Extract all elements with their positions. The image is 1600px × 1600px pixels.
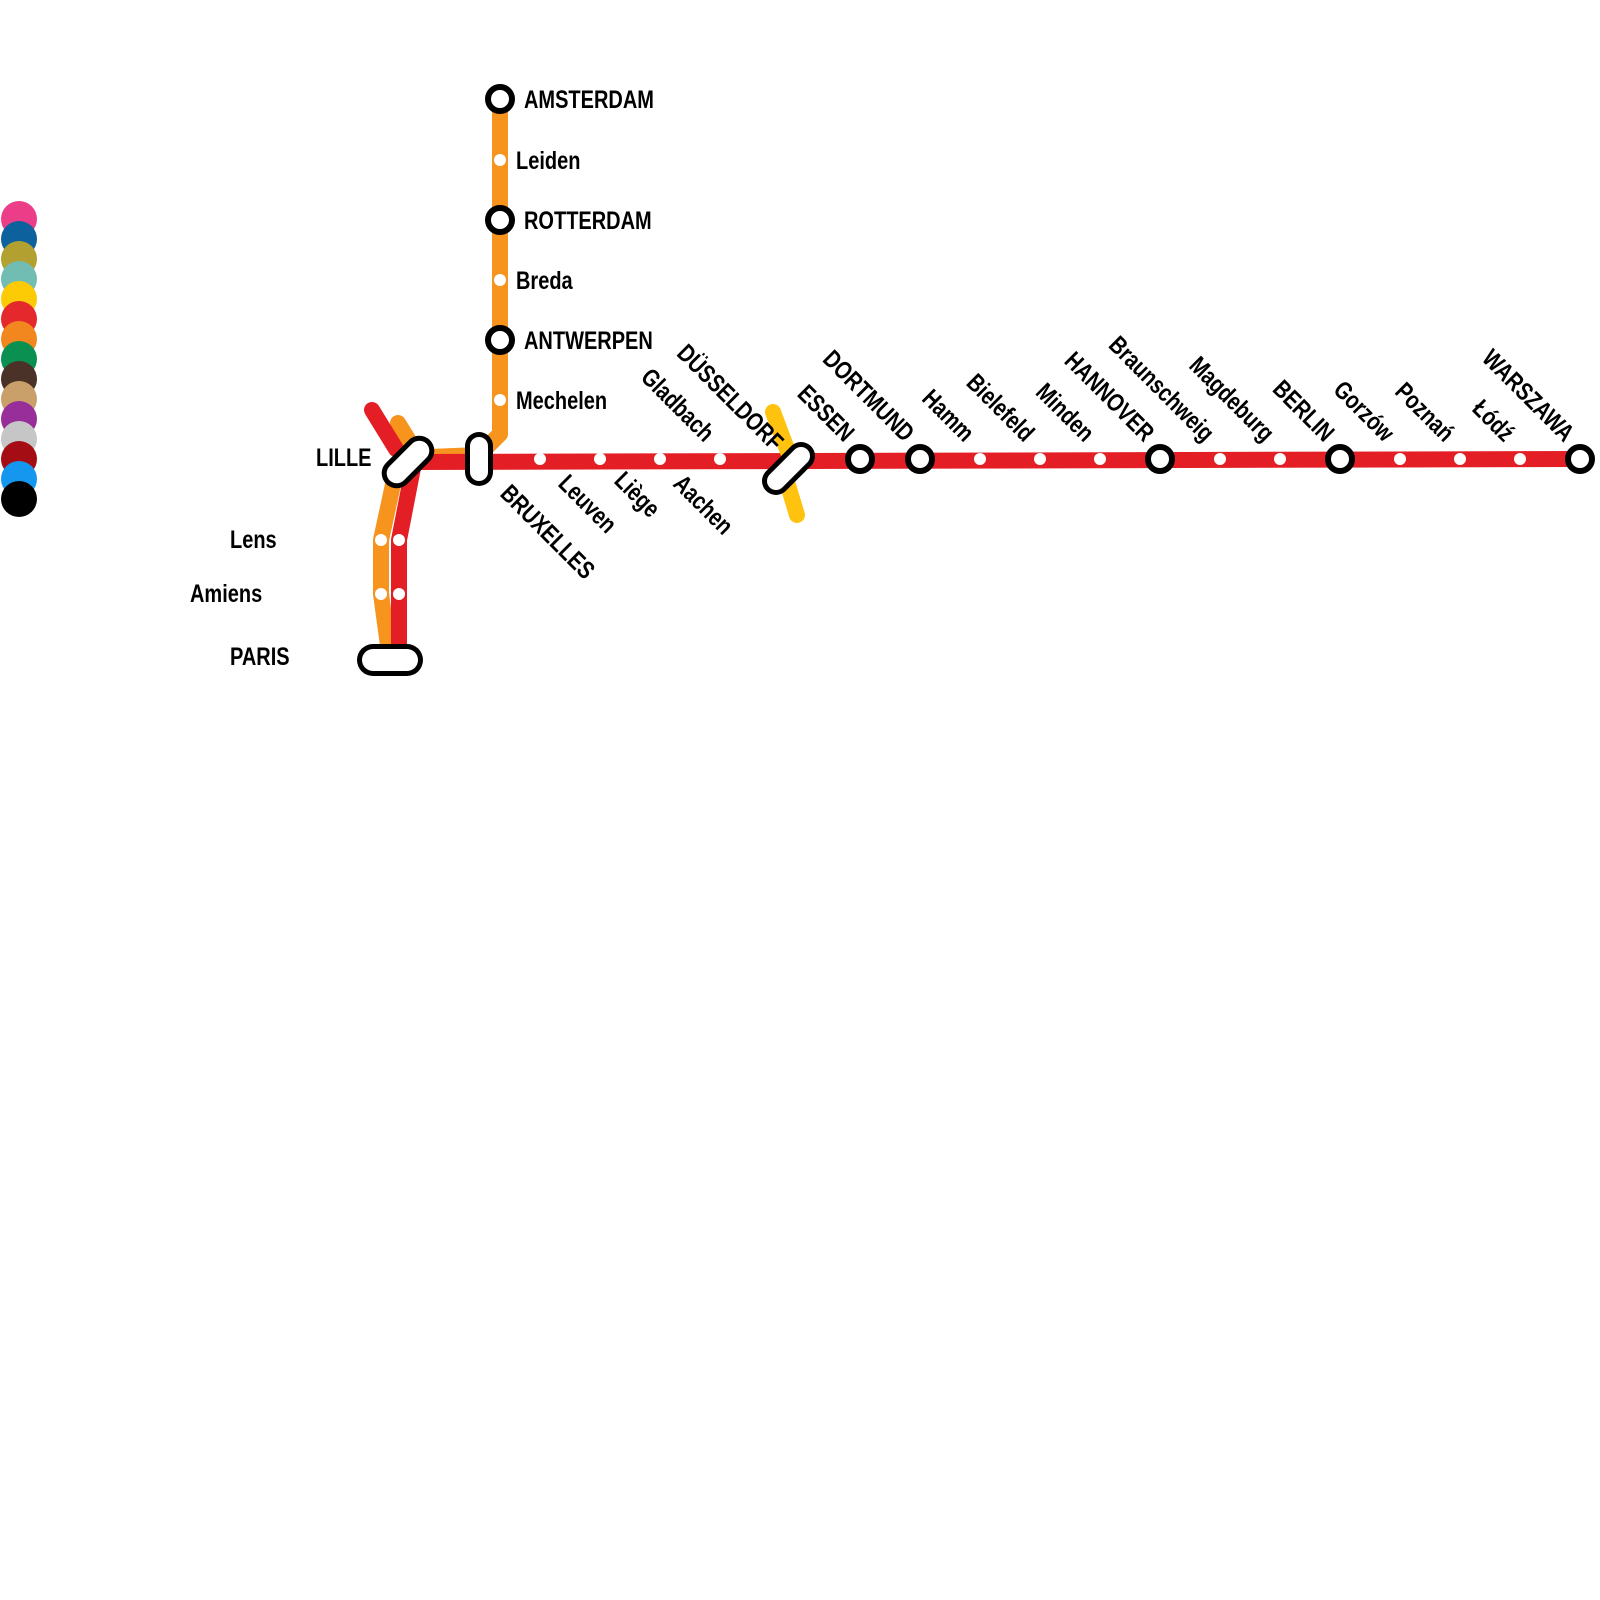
svg-text:Lens: Lens bbox=[230, 526, 277, 554]
svg-text:Amiens: Amiens bbox=[190, 580, 262, 608]
svg-text:Leiden: Leiden bbox=[516, 147, 580, 175]
svg-text:LILLE: LILLE bbox=[316, 444, 372, 472]
svg-text:Breda: Breda bbox=[516, 267, 573, 295]
svg-text:ANTWERPEN: ANTWERPEN bbox=[524, 327, 653, 355]
svg-text:AMSTERDAM: AMSTERDAM bbox=[524, 86, 654, 114]
svg-text:Mechelen: Mechelen bbox=[516, 387, 607, 415]
svg-text:ROTTERDAM: ROTTERDAM bbox=[524, 207, 652, 235]
svg-text:PARIS: PARIS bbox=[230, 643, 290, 671]
